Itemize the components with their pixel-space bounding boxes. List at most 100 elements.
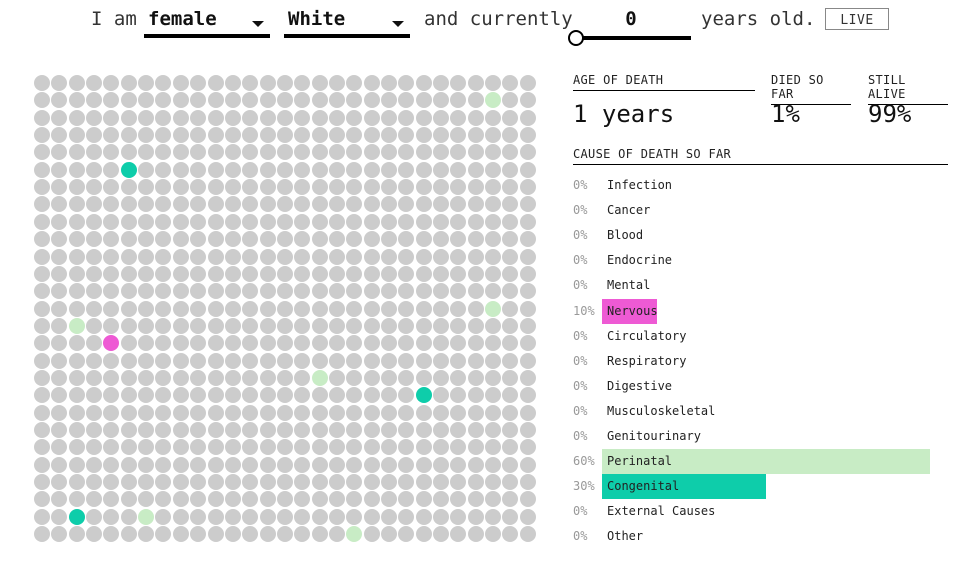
person-dot-alive — [242, 300, 259, 317]
person-dot-alive — [294, 456, 311, 473]
person-dot-alive — [224, 213, 241, 230]
person-dot-alive — [68, 422, 85, 438]
person-dot-alive — [190, 161, 207, 178]
person-dot-alive — [207, 335, 224, 352]
age-input[interactable]: 0 — [570, 6, 692, 34]
person-dot-alive — [172, 491, 189, 508]
person-dot-alive — [294, 179, 311, 196]
person-dot-alive — [450, 248, 467, 265]
person-dot-alive — [68, 92, 85, 109]
person-dot-alive — [519, 109, 536, 126]
person-dot-alive — [224, 508, 241, 525]
person-dot-alive — [224, 300, 241, 317]
person-dot-alive — [103, 213, 120, 230]
person-dot-alive — [207, 300, 224, 317]
cause-percent: 10% — [573, 303, 595, 318]
person-dot-alive — [502, 491, 519, 508]
person-dot-alive — [172, 439, 189, 456]
person-dot-alive — [294, 283, 311, 300]
person-dot-alive — [224, 387, 241, 404]
person-dot-alive — [155, 439, 172, 456]
person-dot-alive — [120, 92, 137, 109]
person-dot-alive — [224, 352, 241, 369]
person-dot-alive — [433, 92, 450, 109]
person-dot-alive — [467, 526, 484, 543]
person-dot-alive — [294, 161, 311, 178]
person-dot-alive — [311, 508, 328, 525]
person-dot-alive — [120, 335, 137, 352]
person-dot-alive — [103, 283, 120, 300]
person-dot-alive — [294, 231, 311, 248]
person-dot-alive — [294, 369, 311, 386]
person-dot-alive — [155, 474, 172, 491]
person-dot-alive — [433, 508, 450, 525]
person-dot-alive — [155, 526, 172, 543]
person-dot-alive — [68, 196, 85, 213]
person-dot-alive — [224, 127, 241, 144]
person-dot-alive — [276, 196, 293, 213]
person-dot-alive — [259, 127, 276, 144]
person-dot-alive — [415, 179, 432, 196]
person-dot-alive — [68, 439, 85, 456]
age-slider-handle[interactable] — [568, 30, 584, 46]
person-dot-alive — [415, 474, 432, 491]
person-dot-alive — [328, 300, 345, 317]
person-dot-alive — [485, 474, 502, 491]
person-dot-alive — [103, 300, 120, 317]
person-dot-alive — [51, 144, 68, 161]
person-dot-alive — [155, 508, 172, 525]
person-dot-alive — [363, 196, 380, 213]
died-so-far-label: DIED SO FAR — [771, 73, 851, 105]
person-dot-alive — [328, 526, 345, 543]
person-dot-alive — [51, 439, 68, 456]
person-dot-alive — [86, 317, 103, 334]
person-dot-alive — [467, 213, 484, 230]
cause-row-cancer: 0% Cancer — [573, 198, 953, 223]
person-dot-alive — [276, 213, 293, 230]
person-dot-alive — [172, 179, 189, 196]
person-dot-alive — [450, 300, 467, 317]
person-dot-alive — [294, 491, 311, 508]
person-dot-alive — [86, 456, 103, 473]
person-dot-alive — [138, 300, 155, 317]
person-dot-alive — [502, 317, 519, 334]
person-dot-alive — [207, 283, 224, 300]
person-dot-alive — [276, 508, 293, 525]
person-dot-alive — [259, 317, 276, 334]
person-dot-alive — [68, 248, 85, 265]
person-dot-alive — [172, 369, 189, 386]
person-dot-alive — [276, 248, 293, 265]
live-button[interactable]: LIVE — [825, 8, 889, 30]
person-dot-alive — [328, 75, 345, 91]
person-dot-alive — [467, 369, 484, 386]
person-dot-alive — [120, 456, 137, 473]
person-dot-alive — [328, 422, 345, 438]
person-dot-alive — [467, 491, 484, 508]
person-dot-alive — [172, 127, 189, 144]
cause-percent: 0% — [573, 228, 588, 243]
person-dot-alive — [485, 109, 502, 126]
cause-label: Respiratory — [607, 353, 687, 368]
person-dot-alive — [363, 75, 380, 91]
person-dot-alive — [381, 422, 397, 438]
sex-select[interactable]: female — [144, 6, 270, 38]
person-dot-alive — [328, 161, 345, 178]
person-dot-alive — [224, 335, 241, 352]
person-dot-alive — [276, 75, 293, 91]
person-dot-alive — [242, 439, 259, 456]
person-dot-alive — [415, 352, 432, 369]
person-dot-alive — [485, 352, 502, 369]
person-dot-alive — [311, 179, 328, 196]
person-dot-alive — [190, 248, 207, 265]
person-dot-alive — [34, 491, 50, 508]
person-dot-alive — [398, 508, 415, 525]
age-slider-track[interactable] — [575, 36, 691, 40]
person-dot-alive — [86, 213, 103, 230]
person-dot-alive — [120, 439, 137, 456]
cause-label: Blood — [607, 228, 644, 243]
person-dot-alive — [363, 422, 380, 438]
person-dot-alive — [34, 422, 50, 438]
race-select[interactable]: White — [284, 6, 410, 38]
person-dot-alive — [103, 456, 120, 473]
person-dot-alive — [68, 283, 85, 300]
